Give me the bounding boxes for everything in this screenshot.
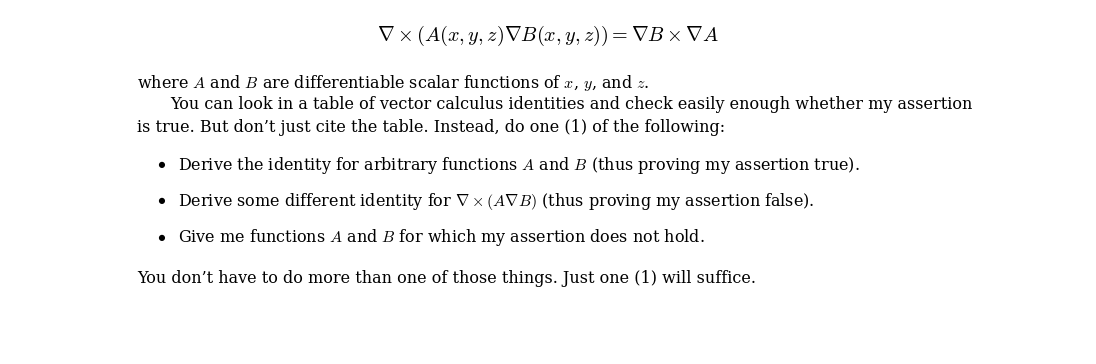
Text: where $A$ and $B$ are differentiable scalar functions of $x$, $y$, and $z$.: where $A$ and $B$ are differentiable sca… — [137, 73, 650, 93]
Text: Derive some different identity for $\nabla \times (A\nabla B)$ (thus proving my : Derive some different identity for $\nab… — [178, 191, 814, 212]
Text: Give me functions $A$ and $B$ for which my assertion does not hold.: Give me functions $A$ and $B$ for which … — [178, 228, 705, 249]
Text: You can look in a table of vector calculus identities and check easily enough wh: You can look in a table of vector calcul… — [170, 96, 972, 114]
Text: $\bullet$: $\bullet$ — [157, 191, 165, 208]
Text: $\nabla \times (A(x,y,z)\nabla B(x,y,z)) = \nabla B \times \nabla A$: $\nabla \times (A(x,y,z)\nabla B(x,y,z))… — [377, 24, 719, 48]
Text: $\bullet$: $\bullet$ — [157, 155, 165, 172]
Text: $\bullet$: $\bullet$ — [157, 228, 165, 245]
Text: You don’t have to do more than one of those things. Just one (1) will suffice.: You don’t have to do more than one of th… — [137, 270, 756, 287]
Text: is true. But don’t just cite the table. Instead, do one (1) of the following:: is true. But don’t just cite the table. … — [137, 119, 726, 136]
Text: Derive the identity for arbitrary functions $A$ and $B$ (thus proving my asserti: Derive the identity for arbitrary functi… — [178, 155, 859, 176]
